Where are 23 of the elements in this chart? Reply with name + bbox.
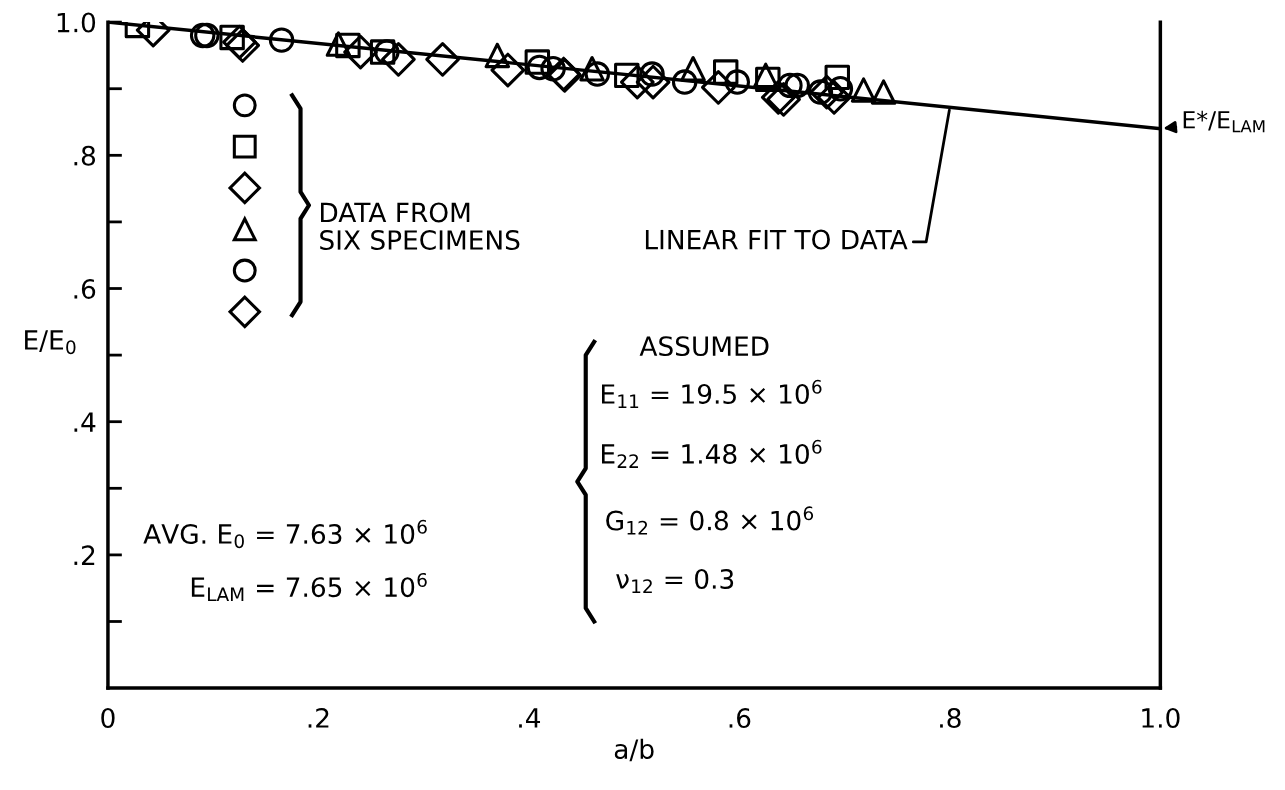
y-tick-label: .4 xyxy=(74,412,96,432)
annotation: LINEAR FIT TO DATA xyxy=(645,229,908,250)
x-tick-label: 0 xyxy=(101,708,115,728)
x-tick-label: .4 xyxy=(519,708,541,728)
x-tick-label: .6 xyxy=(729,708,751,728)
annotation: E$_{22}$ = 1.48 × 10$^{6}$ xyxy=(602,439,822,468)
annotation: E$_{11}$ = 19.5 × 10$^{6}$ xyxy=(602,379,822,408)
annotation: E*/E$_{LAM}$ xyxy=(1183,110,1265,133)
y-tick-label: 1.0 xyxy=(57,12,96,33)
y-axis-title: E/E$_{0}$ xyxy=(25,330,76,355)
x-axis-title: a/b xyxy=(614,738,654,762)
annotation: G$_{12}$ = 0.8 × 10$^{6}$ xyxy=(606,506,814,535)
annotation: ν$_{12}$ = 0.3 xyxy=(616,569,734,593)
annotation: DATA FROM SIX SPECIMENS xyxy=(320,202,520,250)
y-tick-label: .6 xyxy=(74,278,96,299)
x-tick-label: .2 xyxy=(308,708,329,728)
x-tick-label: .8 xyxy=(940,708,961,728)
y-tick-label: .8 xyxy=(74,145,96,166)
annotation: AVG. E$_{0}$ = 7.63 × 10$^{6}$ xyxy=(143,519,427,549)
x-tick-label: 1.0 xyxy=(1142,708,1180,728)
y-tick-label: .2 xyxy=(74,545,95,565)
annotation: E$_{LAM}$ = 7.65 × 10$^{6}$ xyxy=(191,572,427,602)
annotation: ASSUMED xyxy=(639,336,769,357)
